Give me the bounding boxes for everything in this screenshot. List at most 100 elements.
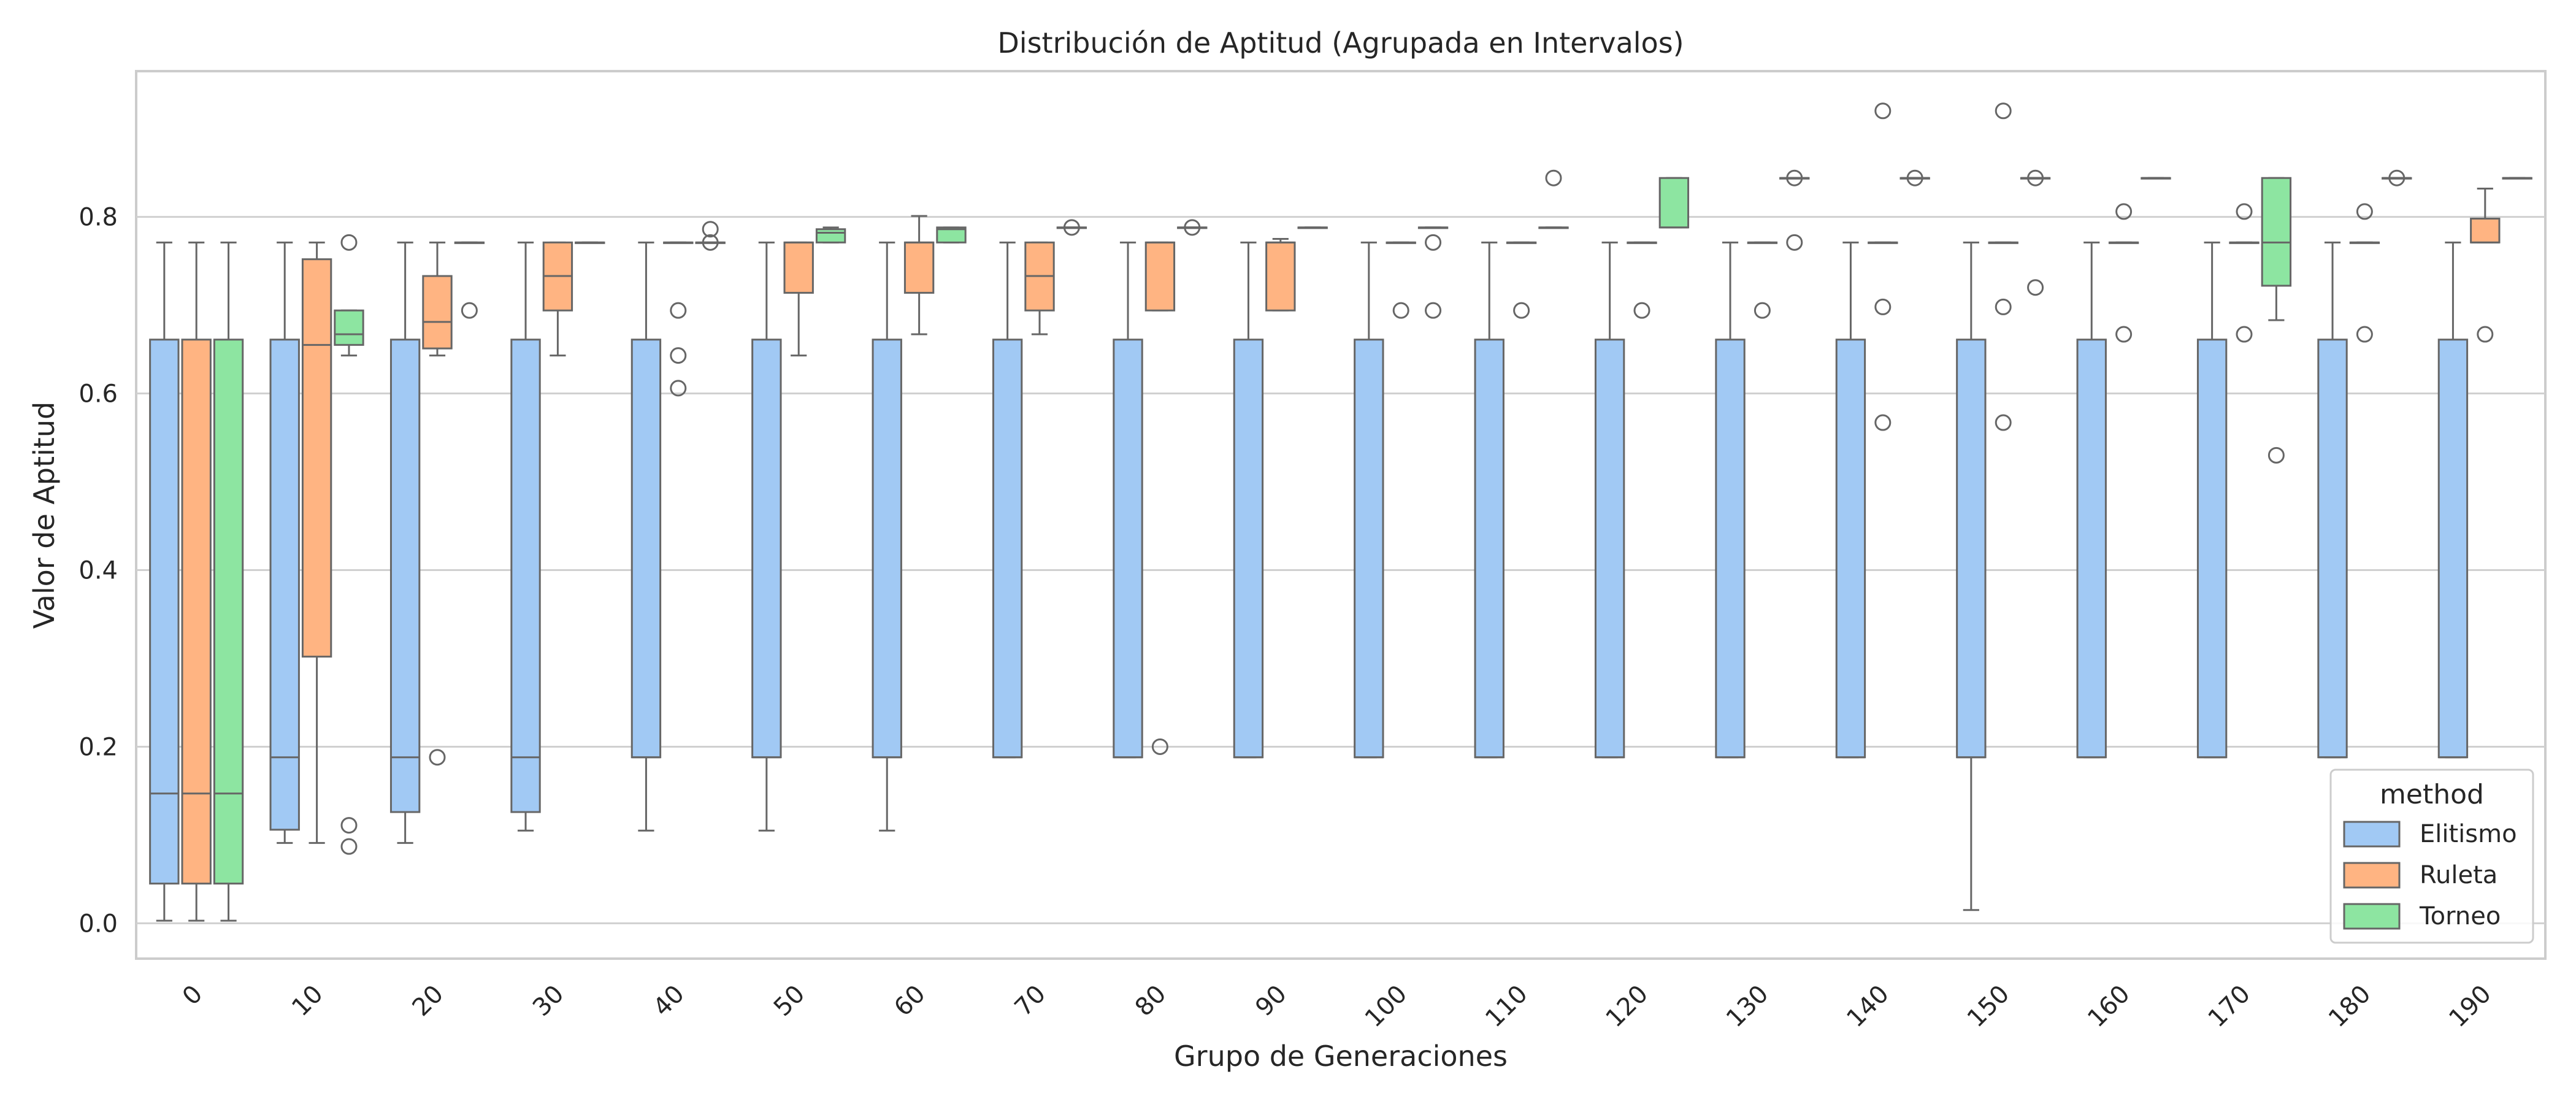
box-torneo-110 [1538,169,1569,229]
box-torneo-100 [1417,226,1449,319]
outlier-point [2356,203,2373,220]
outlier-point [461,302,478,319]
legend-swatch-torneo [2343,903,2401,930]
box-iqr [510,339,541,813]
legend-swatch-ruleta [2343,862,2401,889]
box-elitismo-90 [1233,241,1264,759]
box-torneo-30 [575,241,605,244]
legend: method Elitismo Ruleta Torneo [2329,769,2534,944]
box-torneo-130 [1779,169,1810,251]
box-iqr [2437,339,2469,759]
outlier-point [1906,169,1923,186]
outlier-point [1063,219,1080,236]
outlier-point [2267,447,2285,464]
box-ruleta-100 [1386,241,1416,319]
outlier-point [670,302,687,319]
x-axis-title: Grupo de Generaciones [1174,1040,1508,1073]
box-elitismo-0 [149,241,180,922]
outlier-point [2236,326,2253,343]
outlier-point [1874,102,1892,120]
box-torneo-170 [2261,177,2292,464]
outlier-point [702,221,719,238]
outlier-point [429,749,446,766]
series-elitismo [149,241,2469,922]
legend-label-elitismo: Elitismo [2420,820,2517,848]
outlier-point [1633,302,1650,319]
box-elitismo-190 [2437,241,2469,759]
legend-frame [2329,769,2534,944]
box-elitismo-60 [872,241,902,832]
box-elitismo-50 [751,241,782,832]
box-ruleta-120 [1627,241,1657,319]
box-series [149,102,2532,922]
x-tick-label: 90 [1250,980,1292,1022]
box-iqr [903,241,935,294]
box-iqr [213,339,244,885]
box-torneo-150 [2020,169,2051,296]
x-tick-label: 50 [769,980,811,1022]
y-tick-labels: 0.0 0.2 0.4 0.6 0.8 [79,204,118,938]
x-tick-label: 130 [1721,980,1774,1033]
box-iqr [1354,339,1384,759]
outlier-point [2236,203,2253,220]
box-iqr [1144,241,1176,312]
outlier-point [1184,219,1201,236]
outlier-point [670,347,687,364]
box-ruleta-40 [663,241,694,397]
x-tick-label: 40 [648,980,690,1022]
x-tick-labels: 0 10 20 30 40 50 60 70 80 90 100 110 120 130 140 150 160… [177,980,2497,1033]
box-elitismo-130 [1715,241,1746,759]
x-tick-label: 70 [1010,980,1052,1022]
outlier-point [2115,203,2133,220]
box-ruleta-170 [2229,203,2260,343]
box-iqr [1474,339,1505,759]
box-iqr [301,258,332,658]
outlier-point [1151,738,1168,755]
box-elitismo-80 [1113,241,1143,759]
x-tick-label: 190 [2444,980,2497,1033]
y-tick-label: 0.0 [79,910,118,938]
box-iqr [992,339,1023,759]
box-ruleta-20 [422,241,453,766]
box-ruleta-50 [783,241,814,357]
y-tick-label: 0.4 [79,556,118,585]
box-iqr [149,339,180,885]
box-elitismo-70 [992,241,1023,759]
x-tick-label: 30 [527,980,570,1022]
x-tick-label: 170 [2203,980,2256,1033]
box-iqr [631,339,662,759]
outlier-point [1995,102,2012,120]
x-tick-label: 0 [177,980,209,1011]
outlier-point [2477,326,2494,343]
series-torneo [213,169,2532,922]
box-iqr [1658,177,1690,229]
legend-label-torneo: Torneo [2419,902,2501,930]
box-iqr [1956,339,1987,759]
box-iqr [1715,339,1746,759]
x-tick-label: 20 [407,980,450,1022]
box-torneo-120 [1658,177,1690,229]
box-elitismo-180 [2317,241,2348,759]
box-iqr [872,339,902,759]
outlier-point [340,838,358,855]
outlier-point [2027,169,2044,186]
box-iqr [2317,339,2348,759]
outlier-point [1874,298,1892,315]
outlier-point [702,234,719,251]
legend-swatch-elitismo [2343,821,2401,848]
box-torneo-70 [1056,219,1087,236]
box-iqr [751,339,782,759]
box-torneo-140 [1899,169,1930,186]
outlier-point [2356,326,2373,343]
box-iqr [389,339,421,813]
box-elitismo-160 [2076,241,2107,759]
box-iqr [1594,339,1625,759]
box-ruleta-30 [542,241,573,357]
box-ruleta-190 [2470,187,2501,343]
box-iqr [334,309,364,346]
box-ruleta-0 [181,241,212,922]
outlier-point [1995,414,2012,431]
outlier-point [1995,298,2012,315]
x-tick-label: 60 [889,980,931,1022]
box-ruleta-130 [1747,241,1778,319]
